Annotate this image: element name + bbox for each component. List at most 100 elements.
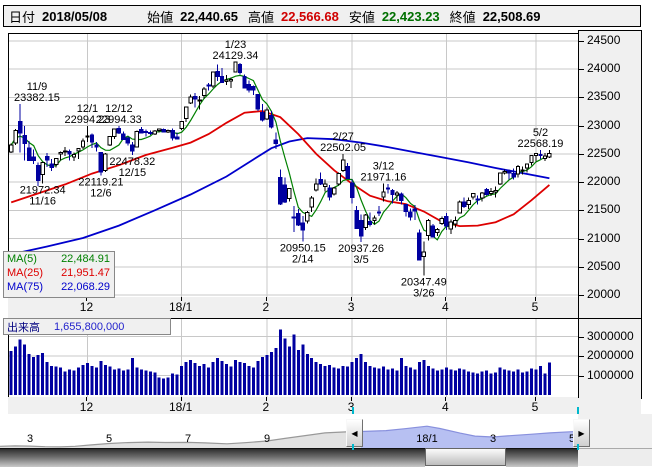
volume-bar [135,367,139,395]
ma5-row: MA(5) 22,484.91 [4,252,114,266]
chart-annotation: 12/1 [77,103,98,115]
low-value: 22,423.23 [381,8,440,24]
volume-bar [220,360,224,395]
volume-bar [130,357,134,395]
volume-bar [431,368,435,395]
volume-bar [390,368,394,395]
volume-bar [184,361,188,395]
volume-bar [198,365,202,395]
volume-bar [121,370,125,395]
ma75-value: 22,068.29 [61,281,110,293]
volume-bar [41,353,45,395]
volume-bar [381,366,385,395]
axis-corner [578,398,641,414]
range-navigator[interactable]: ◀ ▶ 3 5 7 9 18/1 3 5 [0,414,652,448]
volume-bar [193,362,197,395]
volume-bar [534,369,538,395]
volume-bar [81,364,85,395]
volume-bar [516,369,520,395]
volume-bar [422,359,426,395]
x-axis-label: 5 [531,400,539,414]
volume-bar [373,367,377,395]
volume-bar [314,361,318,395]
scroll-right-button[interactable]: ▶ [573,419,590,447]
axis-tick [579,295,584,296]
ma25-row: MA(25) 21,951.47 [4,266,114,280]
chart-annotation: 22568.19 [518,138,564,150]
volume-bar [399,357,403,395]
scrollbar-track-left[interactable] [0,448,425,467]
axis-tick [579,336,584,338]
navigator-label: 18/1 [416,433,438,445]
volume-bar [265,355,269,395]
volume-bar [99,360,103,395]
volume-bar [139,369,143,395]
volume-bar [229,366,233,395]
axis-tick [579,375,584,377]
axis-tick [445,397,447,401]
volume-legend: 出来高 1,655,800,000 [3,318,171,335]
axis-tick [265,397,267,401]
x-axis-label: 18/1 [168,400,193,414]
volume-bar [355,357,359,395]
volume-bar [50,365,54,395]
x-axis-label: 12 [79,400,94,414]
volume-bar [350,361,354,395]
volume-bar [458,368,462,395]
scrollbar[interactable] [0,448,652,467]
volume-bar [386,369,390,395]
volume-bar [189,359,193,395]
ma75-label: MA(75) [7,281,44,293]
volume-bar [512,371,516,395]
volume-bar [444,367,448,395]
scrollbar-track-right[interactable] [506,448,578,467]
price-axis-label: 21000 [587,230,621,245]
volume-bar [503,369,507,395]
volume-bar [480,371,484,395]
x-axis-label: 18/1 [168,300,193,314]
volume-bar [368,365,372,395]
arrow-left-icon: ◀ [351,428,358,438]
volume-bar [144,370,148,395]
volume-bar [85,362,89,395]
volume-bar [489,373,493,395]
volume-bar [471,372,475,395]
volume-bar [9,351,13,395]
ma25-line [10,110,550,228]
volume-value: 1,655,800,000 [54,320,125,333]
volume-bar [36,355,40,395]
volume-bar [521,372,525,395]
axis-tick [445,297,447,301]
volume-bar [462,369,466,395]
volume-bar [328,364,332,395]
chart-annotation: 20950.15 [280,242,326,254]
price-axis-label: 20000 [587,287,621,301]
volume-bar [103,364,107,395]
quote-header: 日付 2018/05/08 始値 22,440.65 高値 22,566.68 … [3,5,641,27]
volume-bar [233,359,237,395]
volume-bar [77,367,81,395]
scroll-left-button[interactable]: ◀ [346,419,363,447]
chart-annotation: 24129.34 [213,50,259,62]
chart-annotation: 20937.26 [338,243,384,255]
volume-bar [175,374,179,395]
volume-bar [180,365,184,395]
volume-bar [202,363,206,395]
x-axis-upper: 12 18/1 2 3 4 5 [8,297,578,318]
volume-bar [476,373,480,395]
chart-annotation: 1/23 [225,39,246,51]
volume-bar [278,329,282,395]
ma25-label: MA(25) [7,267,44,279]
volume-chart[interactable] [8,318,580,398]
volume-bar [153,372,157,395]
volume-bar [269,352,273,395]
high-value: 22,566.68 [280,8,339,24]
volume-bar [346,366,350,395]
chart-annotation: 22119.21 [78,176,123,188]
chart-annotation: 3/26 [413,287,434,297]
price-axis-label: 21500 [587,202,621,217]
scrollbar-thumb[interactable] [425,448,506,466]
chart-annotation: 12/6 [90,187,111,199]
volume-bar [310,357,314,395]
